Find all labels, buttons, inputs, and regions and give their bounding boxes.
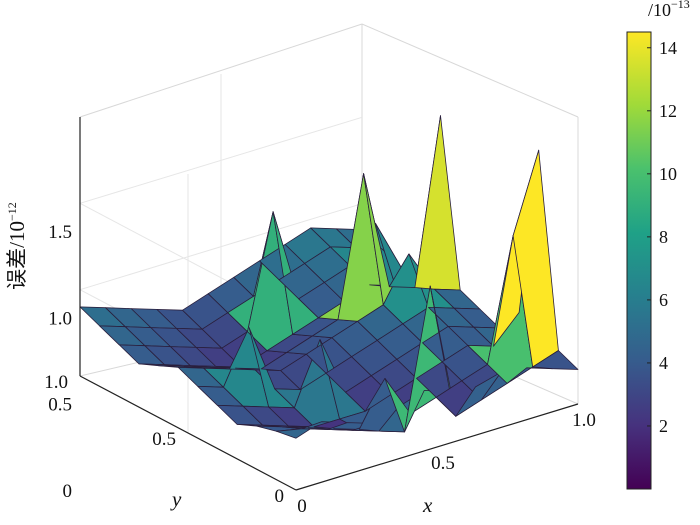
back-edge-top-right <box>361 23 579 118</box>
front-axes <box>79 117 579 491</box>
colorbar-unit-prefix: /10 <box>648 0 671 20</box>
colorbar-ticks: 2 4 6 8 10 12 14 <box>647 38 677 436</box>
y-tick-label: 1.0 <box>44 372 68 393</box>
y-tick-label: 0.5 <box>152 429 176 450</box>
colorbar-tick-label: 12 <box>659 101 677 121</box>
colorbar-tick-label: 14 <box>659 38 677 58</box>
z-tick-label: 1.5 <box>48 222 72 243</box>
colorbar-gradient <box>626 31 652 490</box>
axis-ticks: 00.51.01.500.51.000.51.0 <box>44 222 596 517</box>
colorbar-tick-label: 4 <box>659 353 668 373</box>
colorbar-tick-label: 10 <box>659 164 677 184</box>
x-axis-label: x <box>422 493 433 517</box>
surface-mesh <box>79 115 579 439</box>
colorbar-tick-label: 8 <box>659 227 668 247</box>
surface-facet <box>414 115 461 291</box>
svg-text:误差/10−12: 误差/10−12 <box>5 202 29 290</box>
z-tick-label: 1.0 <box>48 308 72 329</box>
x-tick-label: 0.5 <box>431 453 455 474</box>
colorbar-tick-label: 2 <box>659 416 668 436</box>
z-axis-label-text: 误差 <box>5 248 29 290</box>
colorbar-tick-label: 6 <box>659 290 668 310</box>
x-tick-label: 1.0 <box>572 410 596 431</box>
z-axis-label: 误差/10−12 <box>5 202 29 290</box>
y-tick-label: 0 <box>275 486 285 507</box>
colorbar-unit-label: /10−13 <box>648 0 690 20</box>
colorbar: 2 4 6 8 10 12 14 /10−13 <box>626 0 690 490</box>
z-tick-label: 0.5 <box>48 395 72 416</box>
colorbar-unit-exponent: −13 <box>671 0 690 11</box>
x-tick-label: 0 <box>297 496 307 517</box>
back-edge-top-left <box>79 23 363 118</box>
axis-labels: x y 误差/10−12 <box>5 202 433 517</box>
z-tick-label: 0 <box>63 481 73 502</box>
x-axis-line <box>295 403 579 491</box>
z-axis-label-unit: /10 <box>5 221 29 248</box>
surface-facet <box>532 350 579 370</box>
y-axis-line <box>79 375 297 491</box>
z-axis-label-exponent: −12 <box>5 202 19 221</box>
y-axis-label: y <box>170 487 182 511</box>
